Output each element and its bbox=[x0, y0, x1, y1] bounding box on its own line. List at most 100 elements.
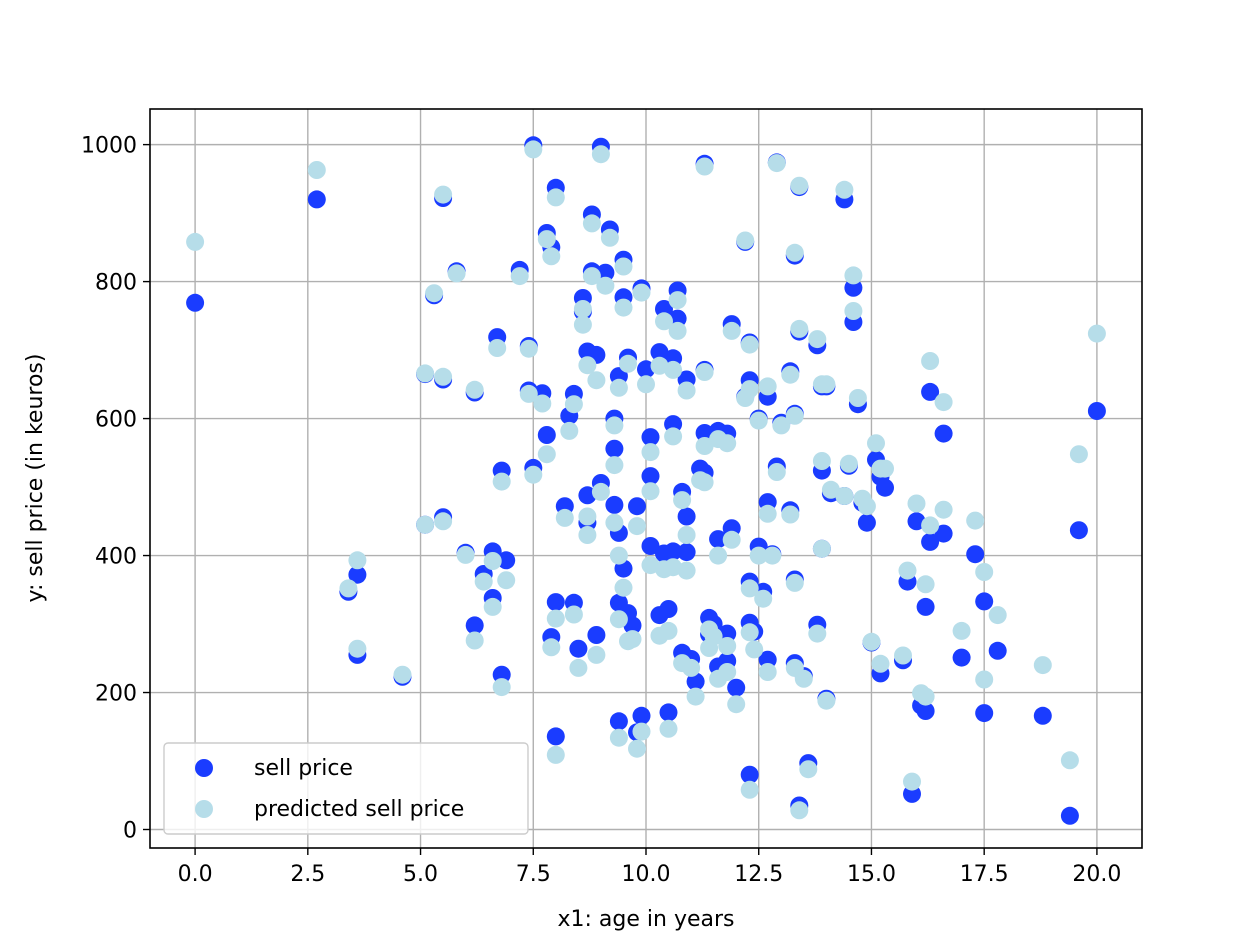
sell-price-point bbox=[740, 765, 759, 784]
predicted-price-point bbox=[677, 526, 696, 544]
sell-price-point bbox=[605, 439, 624, 458]
predicted-price-point bbox=[348, 551, 367, 570]
sell-price-point bbox=[650, 343, 669, 362]
series-predicted-sell-price bbox=[186, 140, 1106, 820]
predicted-price-point bbox=[709, 546, 728, 565]
axis-ticks: 0.0 2.5 5.0 7.5 10.0 12.5 15.0 17.5 20.0 0 200 400 6… bbox=[81, 134, 1121, 887]
predicted-price-point bbox=[596, 276, 615, 295]
predicted-price-point bbox=[718, 434, 737, 453]
predicted-price-point bbox=[718, 637, 737, 655]
predicted-price-point bbox=[447, 264, 466, 283]
predicted-price-point bbox=[664, 360, 683, 379]
sell-price-point bbox=[1060, 806, 1079, 825]
sell-price-point bbox=[659, 600, 678, 618]
predicted-price-point bbox=[894, 646, 912, 665]
predicted-price-point bbox=[736, 231, 755, 250]
x-tick-label: 17.5 bbox=[960, 862, 1009, 887]
predicted-price-point bbox=[623, 630, 642, 649]
sell-price-point bbox=[975, 704, 994, 723]
predicted-price-point bbox=[560, 421, 579, 440]
predicted-price-point bbox=[758, 504, 777, 523]
legend: sell price predicted sell price bbox=[163, 742, 529, 835]
predicted-price-point bbox=[876, 459, 894, 478]
predicted-price-point bbox=[664, 558, 683, 577]
predicted-price-point bbox=[609, 378, 628, 397]
sell-price-point bbox=[876, 478, 894, 497]
predicted-price-point bbox=[677, 561, 696, 580]
sell-price-point bbox=[758, 650, 777, 669]
predicted-price-point bbox=[664, 427, 683, 446]
sell-price-point bbox=[695, 424, 714, 442]
legend-box bbox=[163, 742, 529, 835]
predicted-price-point bbox=[434, 512, 453, 531]
predicted-price-point bbox=[686, 687, 705, 706]
predicted-price-point bbox=[591, 482, 610, 501]
predicted-price-point bbox=[488, 339, 507, 357]
sell-price-point bbox=[934, 524, 953, 543]
predicted-price-point bbox=[808, 624, 827, 643]
legend-label-sell-price: sell price bbox=[254, 756, 353, 781]
predicted-price-point bbox=[614, 257, 633, 276]
predicted-price-point bbox=[614, 578, 633, 597]
sell-price-point bbox=[628, 497, 646, 516]
predicted-price-point bbox=[483, 552, 502, 570]
predicted-price-point bbox=[718, 663, 737, 681]
predicted-price-point bbox=[975, 670, 994, 689]
sell-price-point bbox=[1033, 706, 1052, 725]
predicted-price-point bbox=[546, 188, 565, 207]
predicted-price-point bbox=[1087, 324, 1106, 343]
predicted-price-point bbox=[790, 319, 809, 338]
predicted-price-point bbox=[465, 631, 484, 650]
predicted-price-point bbox=[537, 230, 556, 249]
predicted-price-point bbox=[542, 247, 561, 266]
predicted-price-point bbox=[492, 678, 511, 697]
data-points bbox=[186, 136, 1106, 825]
predicted-price-point bbox=[524, 465, 543, 484]
sell-price-point bbox=[605, 495, 624, 514]
y-tick-label: 200 bbox=[95, 682, 137, 707]
x-tick-label: 0.0 bbox=[178, 862, 213, 887]
predicted-price-point bbox=[578, 507, 597, 526]
y-tick-label: 1000 bbox=[81, 134, 137, 159]
sell-price-point bbox=[907, 512, 926, 531]
predicted-price-point bbox=[799, 760, 818, 779]
predicted-price-point bbox=[659, 621, 678, 640]
sell-price-point bbox=[718, 624, 737, 643]
sell-price-point bbox=[659, 703, 678, 722]
predicted-price-point bbox=[483, 597, 502, 616]
y-tick-label: 400 bbox=[95, 545, 137, 570]
predicted-price-point bbox=[628, 739, 646, 758]
predicted-price-point bbox=[966, 511, 985, 530]
x-tick-label: 10.0 bbox=[622, 862, 671, 887]
predicted-price-point bbox=[673, 491, 692, 510]
predicted-price-point bbox=[573, 300, 592, 318]
predicted-price-point bbox=[492, 472, 511, 491]
predicted-price-point bbox=[564, 395, 583, 414]
predicted-price-point bbox=[591, 145, 610, 164]
predicted-price-point bbox=[609, 610, 628, 629]
y-tick-label: 800 bbox=[95, 271, 137, 296]
sell-price-point bbox=[465, 616, 484, 635]
predicted-price-point bbox=[546, 745, 565, 764]
predicted-price-point bbox=[619, 354, 637, 373]
predicted-price-point bbox=[519, 339, 538, 358]
sell-price-point bbox=[686, 672, 705, 691]
sell-price-point bbox=[623, 616, 642, 635]
predicted-price-point bbox=[659, 719, 678, 738]
sell-price-point bbox=[546, 727, 565, 746]
predicted-price-point bbox=[907, 494, 926, 513]
sell-price-point bbox=[668, 309, 687, 328]
predicted-price-point bbox=[632, 722, 651, 741]
predicted-price-point bbox=[921, 516, 940, 535]
sell-price-point bbox=[952, 648, 971, 667]
predicted-price-point bbox=[763, 546, 782, 565]
sell-price-point bbox=[655, 300, 673, 318]
x-axis-label: x1: age in years bbox=[558, 907, 735, 932]
sell-price-point bbox=[677, 507, 696, 526]
predicted-price-point bbox=[641, 443, 660, 462]
sell-price-point bbox=[596, 263, 615, 282]
predicted-price-point bbox=[772, 416, 791, 435]
predicted-price-point bbox=[695, 473, 714, 492]
sell-price-point bbox=[641, 537, 660, 555]
predicted-price-point bbox=[916, 687, 935, 706]
